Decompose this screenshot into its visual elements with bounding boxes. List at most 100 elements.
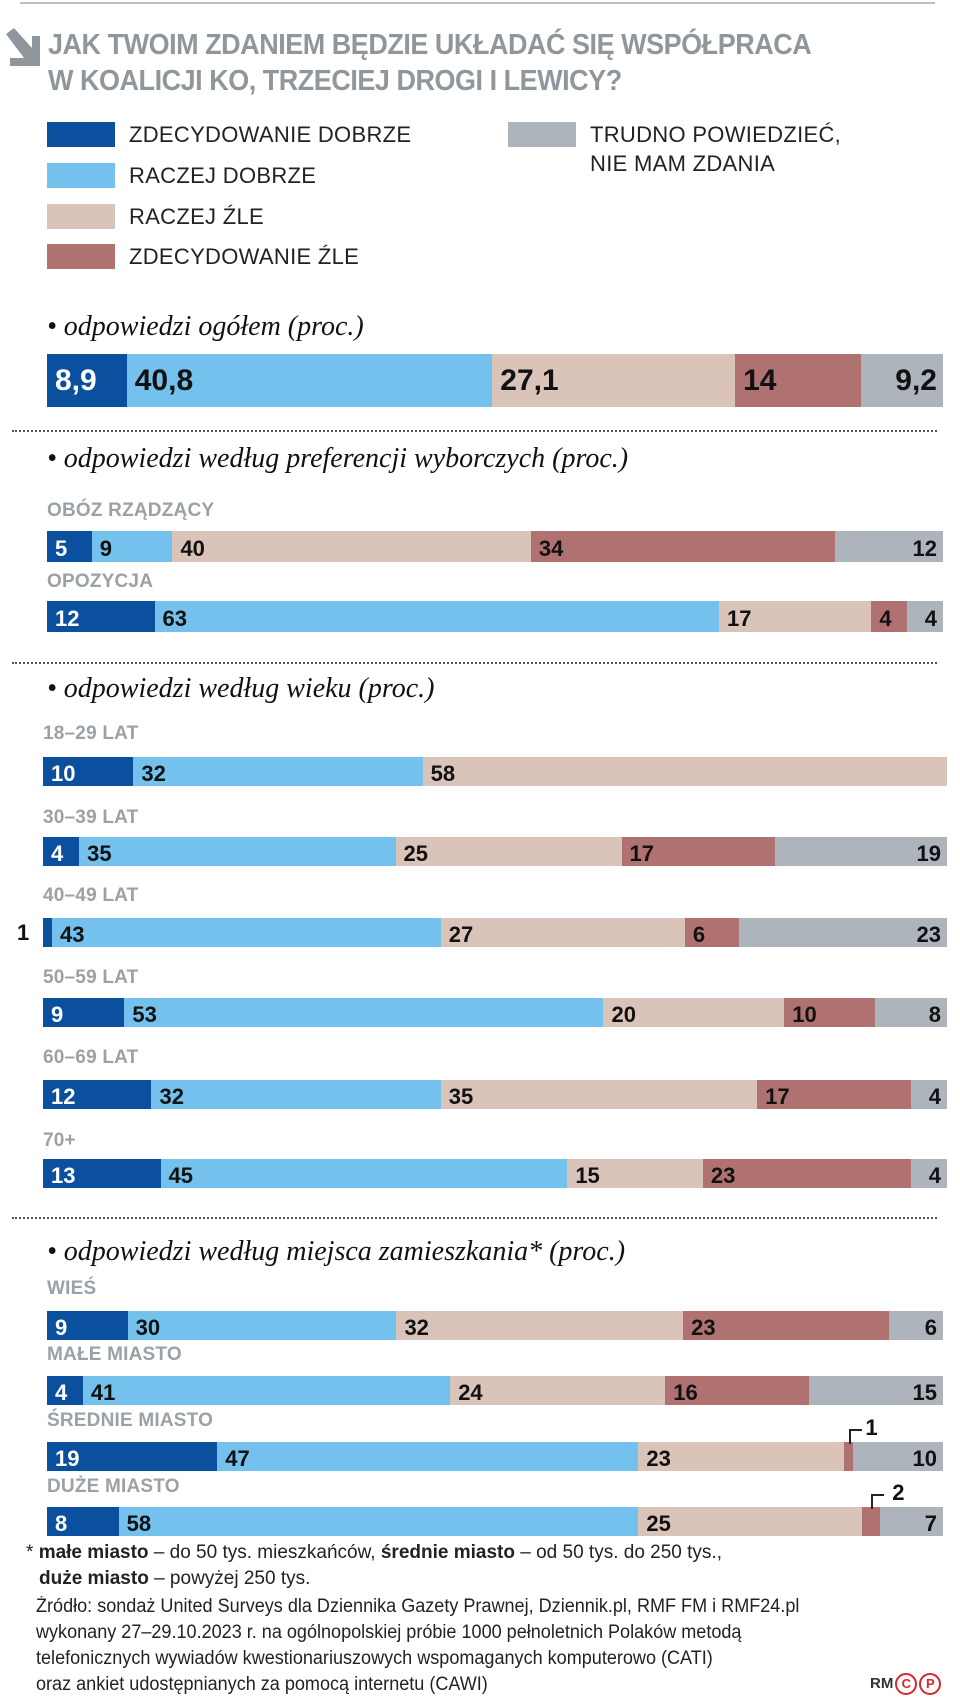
source-line-2: wykonany 27–29.10.2023 r. na ogólnopolsk… bbox=[36, 1622, 742, 1643]
data-label: 25 bbox=[403, 840, 429, 866]
data-label: 1 bbox=[17, 919, 30, 945]
row-label: 30–39 LAT bbox=[43, 807, 139, 828]
bar-row: 12 63 17 4 4 bbox=[47, 601, 943, 632]
data-label: 25 bbox=[646, 1510, 671, 1536]
section-title: • odpowiedzi ogółem (proc.) bbox=[47, 311, 364, 342]
data-label: 2 bbox=[892, 1480, 905, 1505]
data-label: 27,1 bbox=[500, 363, 559, 397]
bar-segment bbox=[889, 1311, 943, 1340]
bar-segment bbox=[665, 1376, 809, 1405]
section-title: • odpowiedzi według miejsca zamieszkania… bbox=[47, 1236, 626, 1267]
bar-segment bbox=[126, 354, 493, 407]
data-label: 19 bbox=[55, 1445, 80, 1471]
bar-segment bbox=[684, 918, 740, 947]
bar-segment bbox=[702, 1159, 911, 1188]
bar-row: 9 53 20 10 8 bbox=[43, 998, 947, 1027]
bar-segment bbox=[422, 757, 947, 786]
bar-segment bbox=[492, 354, 736, 407]
data-label: 5 bbox=[55, 535, 68, 561]
row-label: 40–49 LAT bbox=[43, 885, 139, 906]
data-label: 10 bbox=[51, 760, 76, 786]
bar-segment bbox=[603, 998, 785, 1027]
row-label: 50–59 LAT bbox=[43, 967, 139, 988]
bar-segment bbox=[47, 1442, 218, 1471]
footnote-term: duże miasto bbox=[39, 1568, 149, 1589]
bar-segment bbox=[79, 837, 396, 866]
data-label: 23 bbox=[916, 921, 941, 947]
data-label: 17 bbox=[629, 840, 655, 866]
data-label: 12 bbox=[55, 605, 80, 631]
bar-segment bbox=[853, 1442, 943, 1471]
data-label: 23 bbox=[691, 1314, 716, 1340]
data-label: 16 bbox=[673, 1379, 698, 1405]
bar-segment bbox=[719, 601, 872, 632]
section-divider bbox=[12, 430, 937, 432]
row-label: OPOZYCJA bbox=[47, 571, 154, 592]
bar-segment bbox=[396, 1311, 684, 1340]
copyright-icon: C bbox=[895, 1673, 918, 1696]
data-label: 9,2 bbox=[895, 363, 937, 397]
bar-segment bbox=[43, 1159, 161, 1188]
leader-line bbox=[848, 1429, 862, 1444]
data-label: 9 bbox=[55, 1314, 68, 1340]
data-label: 23 bbox=[646, 1445, 671, 1471]
bar-segment bbox=[450, 1376, 666, 1405]
bar-segment bbox=[133, 757, 423, 786]
bar-segment bbox=[118, 1507, 639, 1536]
bar-segment bbox=[91, 531, 173, 562]
data-label: 4 bbox=[924, 605, 937, 631]
bar-segment bbox=[172, 531, 531, 562]
bar-segment bbox=[43, 998, 125, 1027]
bar-segment bbox=[160, 1159, 568, 1188]
data-label: 6 bbox=[692, 921, 706, 947]
legend-label: RACZEJ ŹLE bbox=[129, 204, 265, 229]
bar-segment bbox=[860, 354, 943, 407]
footnote-text: – powyżej 250 tys. bbox=[148, 1568, 311, 1589]
legend-label: ZDECYDOWANIE ŹLE bbox=[129, 244, 360, 269]
data-label: 12 bbox=[51, 1083, 76, 1109]
footnote-line-1: * małe miasto – do 50 tys. mieszkańców, … bbox=[26, 1542, 722, 1564]
data-label: 4 bbox=[55, 1379, 68, 1405]
bar-segment bbox=[784, 998, 875, 1027]
legend-label: ZDECYDOWANIE DOBRZE bbox=[129, 122, 412, 147]
footnote-term: małe miasto bbox=[38, 1542, 149, 1563]
bar-row: 4 35 25 17 19 bbox=[43, 837, 947, 866]
bar-segment bbox=[808, 1376, 943, 1405]
bar-segment bbox=[43, 757, 134, 786]
footnote-text: – do 50 tys. mieszkańców, bbox=[148, 1542, 381, 1563]
bar-row: 19 47 23 1 10 bbox=[47, 1417, 943, 1471]
bar-segment bbox=[43, 1080, 152, 1109]
bar-segment bbox=[638, 1507, 863, 1536]
data-label: 8 bbox=[928, 1001, 941, 1027]
data-label: 58 bbox=[126, 1510, 152, 1536]
data-label: 8,9 bbox=[55, 363, 97, 397]
chart-title-line-1: JAK TWOIM ZDANIEM BĘDZIE UKŁADAĆ SIĘ WSP… bbox=[48, 29, 812, 61]
bar-segment bbox=[683, 1311, 890, 1340]
p-circle-icon: P bbox=[919, 1673, 942, 1696]
data-label: 4 bbox=[51, 840, 64, 866]
bar-segment bbox=[47, 531, 92, 562]
bar-segment bbox=[530, 531, 836, 562]
bar-segment bbox=[154, 601, 719, 632]
data-label: 17 bbox=[765, 1083, 790, 1109]
bar-segment bbox=[757, 1080, 911, 1109]
arrow-down-right-icon bbox=[6, 28, 40, 66]
bar-segment bbox=[567, 1159, 703, 1188]
bar-segment bbox=[82, 1376, 451, 1405]
data-label: 14 bbox=[743, 363, 777, 397]
data-label: 6 bbox=[924, 1314, 937, 1340]
bar-segment bbox=[47, 601, 155, 632]
data-label: 10 bbox=[792, 1001, 817, 1027]
bar-segment bbox=[638, 1442, 845, 1471]
bar-segment bbox=[735, 354, 861, 407]
footnote-term: średnie miasto bbox=[380, 1542, 515, 1563]
bar-segment bbox=[739, 918, 947, 947]
section-title: • odpowiedzi według preferencji wyborczy… bbox=[47, 443, 629, 474]
bar-segment bbox=[440, 1080, 758, 1109]
bar-segment bbox=[871, 601, 908, 632]
data-label: 32 bbox=[404, 1314, 429, 1340]
bar-segment bbox=[880, 1507, 943, 1536]
row-label: WIEŚ bbox=[47, 1278, 97, 1299]
bar-row: 1 43 27 6 23 bbox=[17, 918, 947, 947]
legend-swatch bbox=[508, 122, 576, 147]
